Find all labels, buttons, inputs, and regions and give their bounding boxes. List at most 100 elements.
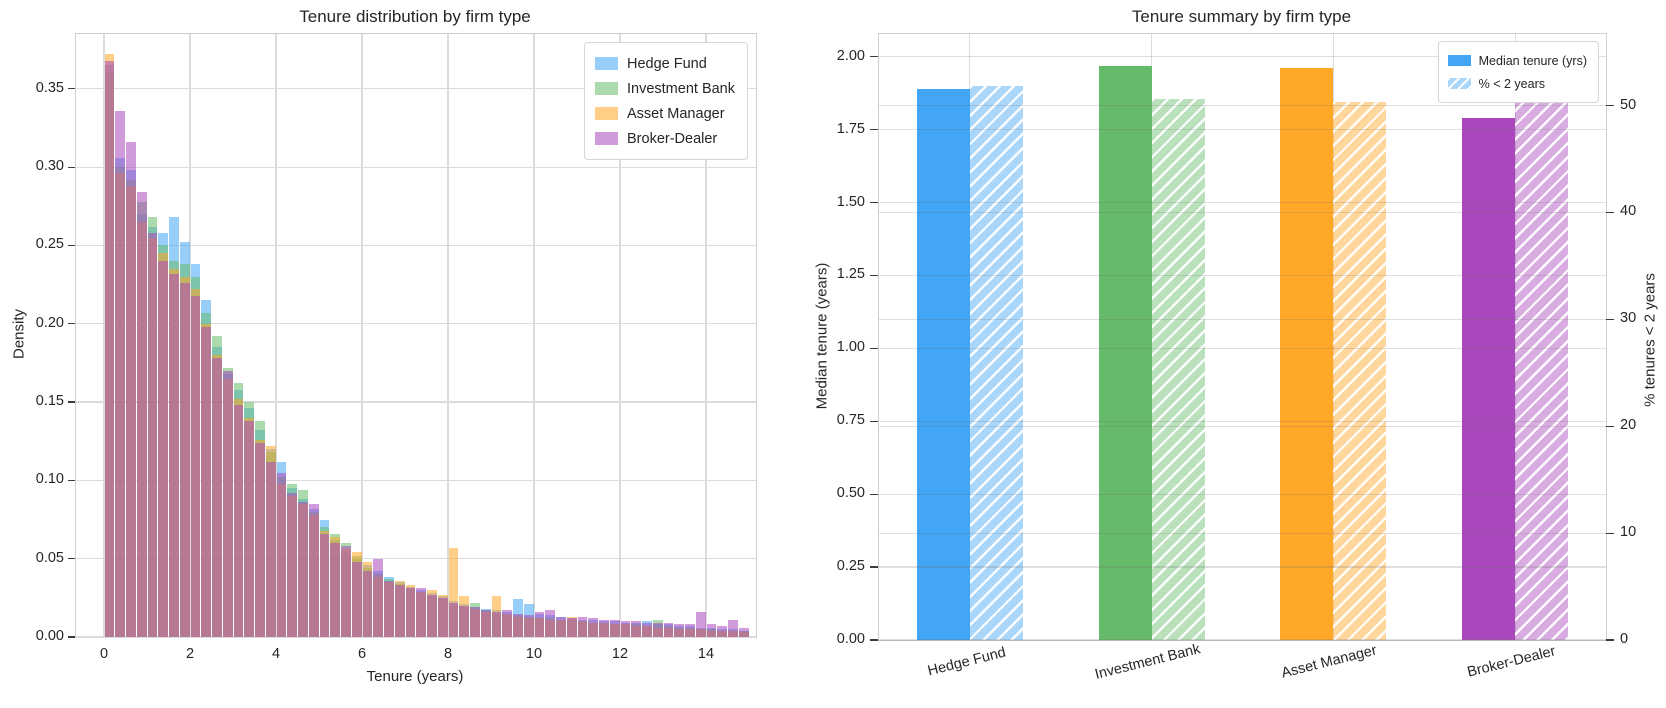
y-tick-label-left: 0.50 <box>836 485 865 502</box>
h-grid-line-left-axis <box>879 420 1606 422</box>
asset-manager-swatch-icon <box>595 107 618 120</box>
y-tick-mark <box>68 479 75 481</box>
h-grid-line-left-axis <box>879 566 1606 568</box>
h-grid-line-right-axis <box>879 318 1606 320</box>
h-grid-line <box>76 479 756 481</box>
legend-item: Broker-Dealer <box>595 126 735 151</box>
legend-label: Asset Manager <box>627 105 725 122</box>
hist-bar <box>491 611 502 637</box>
right-chart-title: Tenure summary by firm type <box>1131 7 1352 26</box>
y-tick-mark <box>68 166 75 168</box>
right-chart-ylabel-right: % tenures < 2 years <box>1641 273 1659 407</box>
y-tick-label-left: 1.50 <box>836 193 865 210</box>
hist-bar <box>179 283 190 637</box>
median-tenure-bar <box>1462 118 1516 640</box>
hist-bar <box>566 618 577 637</box>
hist-bar <box>308 503 319 637</box>
x-tick-label: 6 <box>357 646 367 662</box>
hist-bar <box>222 370 233 637</box>
left-chart-xlabel: Tenure (years) <box>366 668 464 685</box>
y-tick-label: 0.10 <box>35 471 64 488</box>
hist-bar <box>706 624 717 637</box>
hist-bar <box>663 622 674 637</box>
y-tick-label-left: 1.25 <box>836 266 865 283</box>
hist-bar <box>115 110 125 637</box>
hist-bar <box>201 326 211 637</box>
x-tick-label: 12 <box>611 646 629 662</box>
right-chart-plot-area: Median tenure (yrs) % < 2 years Hedge Fu… <box>837 33 1636 683</box>
h-grid-line <box>76 323 756 325</box>
pct-under-2-years-bar <box>1151 99 1205 640</box>
y-tick-mark-left <box>870 493 878 495</box>
y-tick-mark <box>68 88 75 90</box>
y-tick-mark-right <box>1606 532 1614 534</box>
legend-label: Hedge Fund <box>627 55 707 72</box>
hist-bar <box>373 558 383 637</box>
hist-bar <box>556 616 566 637</box>
hist-bar <box>104 60 115 637</box>
hist-bar <box>136 192 147 637</box>
h-grid-line-left-axis <box>879 274 1606 277</box>
hist-bar <box>233 405 244 637</box>
legend-label: % < 2 years <box>1478 76 1545 91</box>
y-tick-label-left: 2.00 <box>836 47 865 64</box>
hist-bar <box>631 621 641 637</box>
y-tick-mark <box>68 323 75 325</box>
y-tick-mark-right <box>1606 211 1614 214</box>
hist-bar <box>599 619 609 637</box>
v-grid-line <box>103 34 105 637</box>
h-grid-line-left-axis <box>879 129 1606 131</box>
hist-bar <box>534 611 545 637</box>
h-grid-line <box>76 88 756 90</box>
legend-item: Hedge Fund <box>595 51 735 76</box>
left-chart-legend: Hedge Fund Investment Bank Asset Manager… <box>584 42 748 160</box>
hedge-fund-swatch-icon <box>595 57 618 70</box>
hist-bar <box>717 626 727 637</box>
median-tenure-bar <box>1098 65 1152 640</box>
h-grid-line-right-axis <box>879 425 1606 427</box>
h-grid-line-left-axis <box>879 347 1606 349</box>
pct-under-2-years-bar <box>1515 67 1569 640</box>
y-tick-label-left: 1.75 <box>836 120 865 137</box>
hist-bar <box>190 295 201 637</box>
y-tick-label-left: 0.25 <box>836 558 865 575</box>
y-tick-label-right: 20 <box>1620 417 1637 434</box>
hist-bar <box>319 533 330 637</box>
y-tick-mark <box>68 244 75 247</box>
hist-bar <box>384 580 394 637</box>
hist-bar <box>298 502 308 637</box>
h-grid-line-left-axis <box>879 201 1606 204</box>
y-tick-label-right: 10 <box>1620 524 1637 541</box>
y-tick-label-left: 0.00 <box>836 631 865 647</box>
y-tick-label-right: 30 <box>1620 310 1637 327</box>
hist-bar <box>212 358 222 637</box>
legend-item: Asset Manager <box>595 101 735 126</box>
h-grid-line-left-axis <box>879 56 1606 58</box>
hist-bar <box>545 610 555 637</box>
y-tick-mark-right <box>1606 105 1614 107</box>
broker-dealer-swatch-icon <box>595 132 618 145</box>
y-tick-mark-right <box>1606 425 1614 427</box>
x-category-label: Asset Manager <box>1280 642 1379 682</box>
right-chart-legend: Median tenure (yrs) % < 2 years <box>1437 41 1599 103</box>
hist-bar <box>448 602 459 637</box>
hist-bar <box>362 571 373 637</box>
y-tick-mark-left <box>870 274 878 277</box>
v-grid-line <box>275 34 277 637</box>
hist-bar <box>255 442 265 637</box>
pct-under-2-years-bar <box>1333 102 1387 640</box>
hist-bar <box>158 261 168 637</box>
hist-bar <box>502 610 512 637</box>
y-tick-label-right: 40 <box>1620 203 1637 220</box>
hist-bar <box>341 546 351 637</box>
y-tick-label: 0.00 <box>35 628 64 644</box>
hist-bar <box>685 624 695 637</box>
pct-under-2-years-swatch-icon <box>1447 78 1471 89</box>
right-chart-ylabel-left: Median tenure (years) <box>813 262 831 410</box>
hist-bar <box>126 142 136 637</box>
hist-bar <box>470 607 480 637</box>
hist-bar <box>577 616 588 637</box>
h-grid-line-left-axis <box>879 493 1606 495</box>
v-grid-line <box>361 34 363 637</box>
